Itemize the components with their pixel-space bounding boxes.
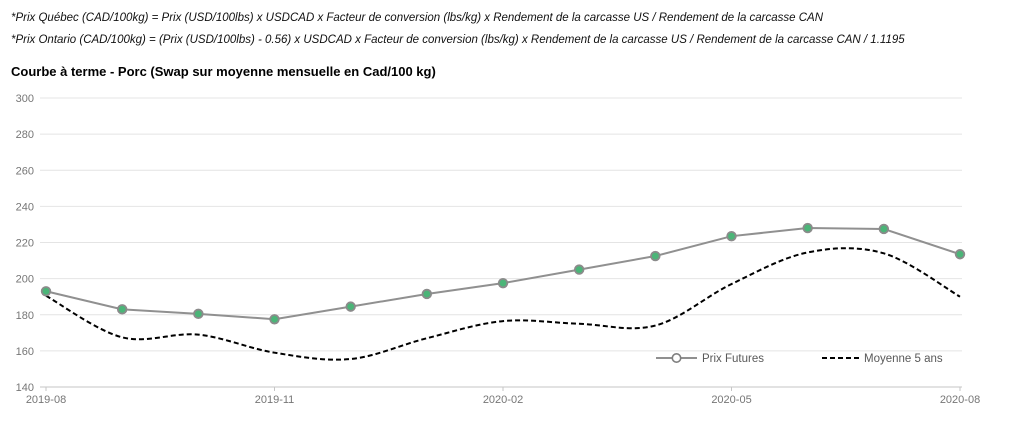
y-axis-tick-300: 300 bbox=[16, 93, 34, 105]
data-point-2020-04 bbox=[650, 250, 661, 262]
y-axis-tick-160: 160 bbox=[16, 346, 34, 358]
data-point-2020-01 bbox=[421, 288, 433, 300]
y-axis-tick-260: 260 bbox=[16, 165, 34, 177]
data-point-2020-02 bbox=[497, 277, 509, 289]
data-point-2020-08 bbox=[954, 249, 966, 260]
data-point-2020-07 bbox=[878, 223, 890, 235]
axes-layer: 140 160 180 200 220 240 260 280 300 2019-08 2019-1… bbox=[16, 93, 981, 406]
series-moyenne-5-ans bbox=[45, 247, 961, 361]
series-layer bbox=[40, 222, 966, 361]
y-axis-tick-180: 180 bbox=[16, 310, 34, 322]
y-axis-tick-140: 140 bbox=[16, 382, 34, 394]
data-point-2020-03 bbox=[573, 264, 585, 275]
chart-title: Courbe à terme - Porc (Swap sur moyenne … bbox=[11, 64, 436, 79]
x-axis-tick-2020-02: 2020-02 bbox=[483, 394, 523, 406]
chart-legend: Prix Futures Moyenne 5 ans bbox=[656, 352, 943, 365]
data-point-2019-10 bbox=[193, 308, 204, 320]
x-axis-tick-2019-11: 2019-11 bbox=[255, 394, 295, 406]
x-axis-tick-2019-08: 2019-08 bbox=[26, 394, 66, 406]
formula-notes: *Prix Québec (CAD/100kg) = Prix (USD/100… bbox=[11, 7, 1011, 51]
legend-label-moyenne-5-ans: Moyenne 5 ans bbox=[864, 353, 943, 365]
x-axis-tick-2020-05: 2020-05 bbox=[711, 394, 751, 406]
y-axis-tick-200: 200 bbox=[16, 274, 34, 286]
data-point-2020-06 bbox=[802, 222, 813, 234]
formula-ontario: *Prix Ontario (CAD/100kg) = (Prix (USD/1… bbox=[11, 34, 905, 46]
x-axis-tick-2020-08: 2020-08 bbox=[940, 394, 980, 406]
series-prix-futures bbox=[45, 227, 961, 321]
y-axis-tick-280: 280 bbox=[16, 129, 34, 141]
legend-label-prix-futures: Prix Futures bbox=[702, 353, 764, 365]
data-point-2019-08 bbox=[40, 286, 52, 297]
y-axis-tick-240: 240 bbox=[16, 201, 34, 213]
data-point-2019-11 bbox=[269, 314, 280, 325]
legend-prix-futures-marker-sample bbox=[671, 352, 682, 363]
data-point-2019-09 bbox=[116, 304, 128, 315]
data-point-2019-12 bbox=[345, 301, 356, 312]
data-point-2020-05 bbox=[726, 230, 737, 242]
y-axis-tick-220: 220 bbox=[16, 238, 34, 250]
formula-quebec: *Prix Québec (CAD/100kg) = Prix (USD/100… bbox=[11, 12, 824, 24]
